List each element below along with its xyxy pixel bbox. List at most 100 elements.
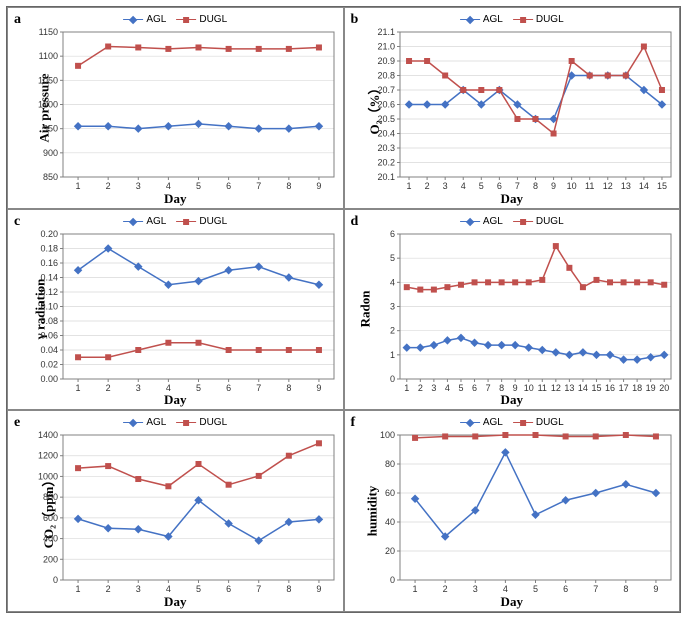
svg-text:3: 3: [136, 584, 141, 594]
svg-text:0: 0: [389, 374, 394, 384]
svg-text:15: 15: [591, 383, 601, 393]
svg-text:5: 5: [196, 181, 201, 191]
svg-text:4: 4: [166, 181, 171, 191]
svg-text:800: 800: [43, 492, 58, 502]
svg-text:7: 7: [485, 383, 490, 393]
svg-text:20.3: 20.3: [377, 143, 395, 153]
svg-text:6: 6: [226, 584, 231, 594]
svg-text:1: 1: [76, 584, 81, 594]
svg-text:0.12: 0.12: [40, 287, 58, 297]
svg-text:2: 2: [106, 383, 111, 393]
svg-text:4: 4: [166, 584, 171, 594]
svg-text:7: 7: [593, 584, 598, 594]
svg-text:20.9: 20.9: [377, 56, 395, 66]
svg-text:14: 14: [577, 383, 587, 393]
svg-text:0.18: 0.18: [40, 243, 58, 253]
svg-text:1000: 1000: [38, 472, 58, 482]
svg-text:21.0: 21.0: [377, 42, 395, 52]
svg-text:1000: 1000: [38, 100, 58, 110]
svg-text:9: 9: [316, 383, 321, 393]
svg-text:20.6: 20.6: [377, 100, 395, 110]
plot-area: 8509009501000105011001150123456789: [8, 8, 344, 209]
svg-text:20.8: 20.8: [377, 71, 395, 81]
svg-text:900: 900: [43, 148, 58, 158]
svg-text:5: 5: [532, 584, 537, 594]
svg-text:13: 13: [620, 181, 630, 191]
svg-text:5: 5: [478, 181, 483, 191]
plot-area: 0.000.020.040.060.080.100.120.140.160.18…: [8, 210, 344, 411]
svg-text:11: 11: [537, 383, 546, 393]
svg-text:1: 1: [404, 383, 409, 393]
svg-text:3: 3: [472, 584, 477, 594]
svg-text:3: 3: [389, 301, 394, 311]
svg-text:18: 18: [632, 383, 642, 393]
svg-text:6: 6: [496, 181, 501, 191]
panel-e: eAGLDUGLCO₂（ppm）Day020040060080010001200…: [7, 410, 344, 612]
svg-text:100: 100: [379, 430, 394, 440]
svg-text:1050: 1050: [38, 75, 58, 85]
svg-text:1100: 1100: [39, 51, 58, 61]
svg-text:950: 950: [43, 124, 58, 134]
svg-text:7: 7: [256, 181, 261, 191]
svg-text:13: 13: [564, 383, 574, 393]
svg-text:7: 7: [514, 181, 519, 191]
svg-text:5: 5: [196, 383, 201, 393]
svg-text:8: 8: [623, 584, 628, 594]
svg-text:3: 3: [442, 181, 447, 191]
svg-text:60: 60: [384, 488, 394, 498]
svg-text:2: 2: [389, 325, 394, 335]
svg-text:6: 6: [472, 383, 477, 393]
svg-text:1200: 1200: [38, 451, 58, 461]
svg-text:4: 4: [444, 383, 449, 393]
svg-text:6: 6: [226, 181, 231, 191]
svg-text:9: 9: [551, 181, 556, 191]
svg-text:10: 10: [523, 383, 533, 393]
svg-text:0.06: 0.06: [40, 330, 58, 340]
plot-area: 0200400600800100012001400123456789: [8, 411, 344, 612]
panel-b: bAGLDUGLO₂（%）Day20.120.220.320.420.520.6…: [344, 7, 681, 209]
svg-text:600: 600: [43, 513, 58, 523]
svg-text:2: 2: [424, 181, 429, 191]
svg-text:6: 6: [563, 584, 568, 594]
svg-text:2: 2: [442, 584, 447, 594]
svg-text:7: 7: [256, 383, 261, 393]
svg-text:850: 850: [43, 172, 58, 182]
svg-text:9: 9: [316, 181, 321, 191]
svg-text:1: 1: [406, 181, 411, 191]
svg-text:4: 4: [389, 277, 394, 287]
svg-text:5: 5: [196, 584, 201, 594]
panel-c: cAGLDUGLγ radiationDay0.000.020.040.060.…: [7, 209, 344, 411]
svg-text:20.1: 20.1: [377, 172, 395, 182]
svg-text:20.4: 20.4: [377, 129, 395, 139]
svg-text:20: 20: [384, 546, 394, 556]
svg-text:4: 4: [166, 383, 171, 393]
svg-text:2: 2: [106, 584, 111, 594]
svg-text:0.20: 0.20: [40, 229, 58, 239]
plot-area: 20.1 20.2 20.3 20.4 20.5 20.6 20.7 20.8 20.9 21.0…: [345, 8, 681, 209]
svg-text:16: 16: [605, 383, 615, 393]
svg-text:8: 8: [286, 383, 291, 393]
svg-text:0.14: 0.14: [40, 272, 58, 282]
svg-text:6: 6: [389, 229, 394, 239]
svg-text:1: 1: [76, 181, 81, 191]
svg-text:12: 12: [602, 181, 612, 191]
svg-text:4: 4: [502, 584, 507, 594]
svg-text:3: 3: [136, 383, 141, 393]
svg-text:0.10: 0.10: [40, 301, 58, 311]
svg-text:0.16: 0.16: [40, 258, 58, 268]
svg-text:80: 80: [384, 459, 394, 469]
svg-text:8: 8: [499, 383, 504, 393]
svg-text:5: 5: [389, 253, 394, 263]
svg-text:10: 10: [566, 181, 576, 191]
svg-text:20.7: 20.7: [377, 85, 395, 95]
svg-text:3: 3: [136, 181, 141, 191]
svg-text:20: 20: [659, 383, 669, 393]
svg-text:2: 2: [106, 181, 111, 191]
panel-f: fAGLDUGLhumidityDay020406080100123456789: [344, 410, 681, 612]
svg-text:20.2: 20.2: [377, 158, 395, 168]
svg-text:20.5: 20.5: [377, 114, 395, 124]
svg-text:8: 8: [286, 181, 291, 191]
plot-area: 01234561234567891011121314151617181920: [345, 210, 681, 411]
svg-text:0.00: 0.00: [40, 374, 58, 384]
svg-text:17: 17: [618, 383, 628, 393]
